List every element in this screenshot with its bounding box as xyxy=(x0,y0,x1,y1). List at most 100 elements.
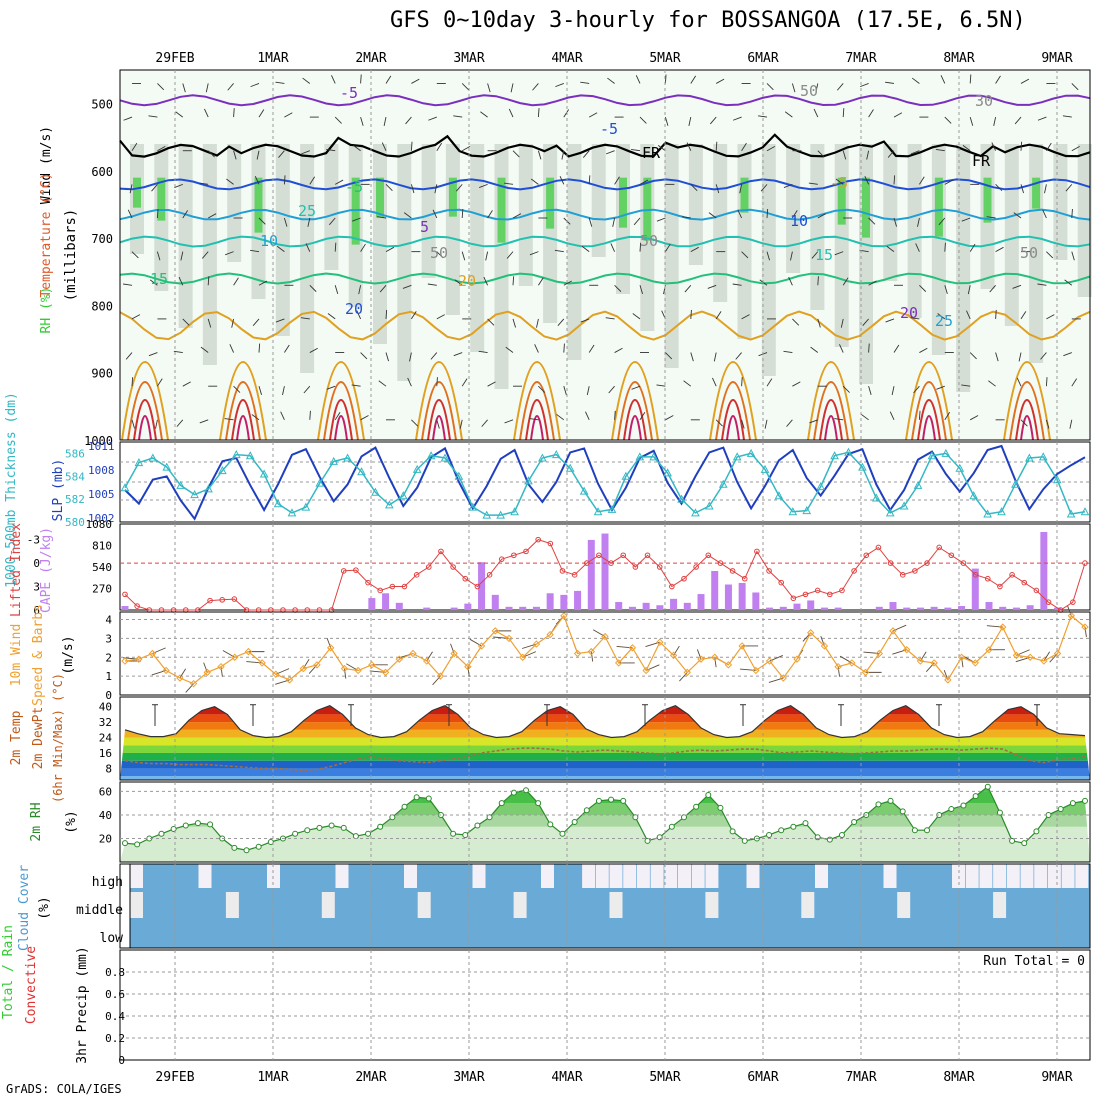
thickness-marker xyxy=(259,469,269,478)
wind-barb xyxy=(378,380,387,387)
wind-barb xyxy=(233,150,237,160)
lifted-marker xyxy=(997,583,1003,590)
wind-barb xyxy=(664,116,669,126)
rh-shade-gray xyxy=(907,144,922,318)
rh-marker xyxy=(838,831,845,838)
rh-shade-green xyxy=(983,177,992,223)
wind-barb xyxy=(580,81,590,84)
rh-marker xyxy=(377,823,384,830)
wind-barb xyxy=(733,116,742,121)
wind-barb xyxy=(1064,279,1073,286)
thickness-marker xyxy=(955,463,965,472)
thickness-marker xyxy=(927,451,937,460)
wind-barb xyxy=(428,116,437,121)
wind-barb xyxy=(1046,251,1054,259)
wind-speed-marker xyxy=(807,629,815,637)
rh-shade-gray xyxy=(421,144,436,278)
cloud-clear-high xyxy=(979,864,993,888)
precip-tick-label: 0 xyxy=(118,1054,125,1067)
wind-barb xyxy=(360,74,362,84)
date-label-bottom: 3MAR xyxy=(453,1070,484,1085)
thickness-marker xyxy=(941,448,951,457)
thickness-marker xyxy=(524,476,533,485)
wind-barb xyxy=(936,385,945,390)
wind-barb xyxy=(131,142,138,151)
thickness-marker xyxy=(871,493,881,502)
rh-shade-gray xyxy=(810,144,825,310)
slp-axis-label: SLP (mb) xyxy=(51,459,66,522)
cape-bar xyxy=(807,600,815,610)
wind-barb xyxy=(817,276,819,286)
temp-band xyxy=(120,760,1090,769)
wind-speed-marker xyxy=(313,661,321,669)
rh-band xyxy=(120,814,1090,827)
wind-barb xyxy=(792,210,798,219)
lifted-marker xyxy=(620,552,627,559)
wind-barb xyxy=(1062,115,1072,118)
thickness-marker xyxy=(649,452,659,461)
rh-shade-gray xyxy=(543,144,558,323)
wind-barb xyxy=(537,108,540,118)
wind-barb xyxy=(481,419,488,427)
wind-barb xyxy=(224,418,234,421)
wind-barb xyxy=(258,280,268,286)
rh-marker xyxy=(887,797,894,804)
rh-marker xyxy=(656,834,663,841)
thickness-marker xyxy=(190,490,199,499)
wind-barb xyxy=(358,285,362,295)
wind-barb xyxy=(453,352,463,357)
date-label-top: 2MAR xyxy=(355,51,386,66)
rh-marker xyxy=(401,803,408,810)
lifted-marker xyxy=(972,572,979,578)
thickness-marker xyxy=(858,462,867,471)
thickness-marker xyxy=(1025,453,1034,462)
cape-bar xyxy=(834,607,842,610)
wind-barb xyxy=(252,318,260,327)
wind-barb xyxy=(993,116,997,126)
rh-marker xyxy=(365,830,372,837)
wind-barb xyxy=(276,245,285,252)
wind-barb xyxy=(758,115,768,118)
rh-marker xyxy=(668,823,675,830)
wind-barb xyxy=(557,318,565,327)
wind-speed-marker xyxy=(848,659,856,667)
wind-barb xyxy=(739,184,743,194)
isotherm-line xyxy=(119,178,1091,191)
wind-speed-marker xyxy=(354,666,362,675)
wind-barb xyxy=(173,350,183,353)
thickness-marker xyxy=(621,471,631,480)
wind-barb xyxy=(664,74,667,84)
surface-temp-contour xyxy=(807,361,855,441)
wind-barb xyxy=(385,352,389,362)
wind-barb xyxy=(529,251,539,256)
rh-tick-label: 20 xyxy=(99,832,112,845)
thickness-marker xyxy=(1038,452,1048,461)
wind-barb xyxy=(588,175,591,185)
rh-shade-gray xyxy=(397,144,412,381)
wind-barb xyxy=(631,385,641,390)
cloud-clear-high xyxy=(541,864,554,888)
date-label-bottom: 2MAR xyxy=(355,1070,386,1085)
wind-barb xyxy=(353,144,361,152)
wind-barb xyxy=(555,83,564,88)
thickness-marker xyxy=(412,464,422,473)
wind-barb xyxy=(334,242,337,252)
wind-barb xyxy=(791,83,796,93)
lifted-marker xyxy=(960,560,967,566)
surface-temp-contour xyxy=(1020,415,1034,441)
wind-barb-10m xyxy=(426,651,433,662)
wind-barb xyxy=(360,352,368,360)
wind-barb xyxy=(201,251,209,259)
rh-shade-gray xyxy=(591,144,606,257)
cape-bar xyxy=(766,607,774,610)
wind-barb xyxy=(556,414,565,421)
wind-barb xyxy=(766,251,770,261)
surface-temp-contour xyxy=(329,399,353,441)
slp-line xyxy=(124,444,1086,521)
wind-barb xyxy=(258,386,262,395)
wind-speed-marker xyxy=(738,642,746,650)
wind-speed-marker xyxy=(642,666,650,675)
wind-barb xyxy=(156,251,161,261)
wind-speed-marker xyxy=(916,657,925,665)
wind-barb xyxy=(585,411,590,421)
